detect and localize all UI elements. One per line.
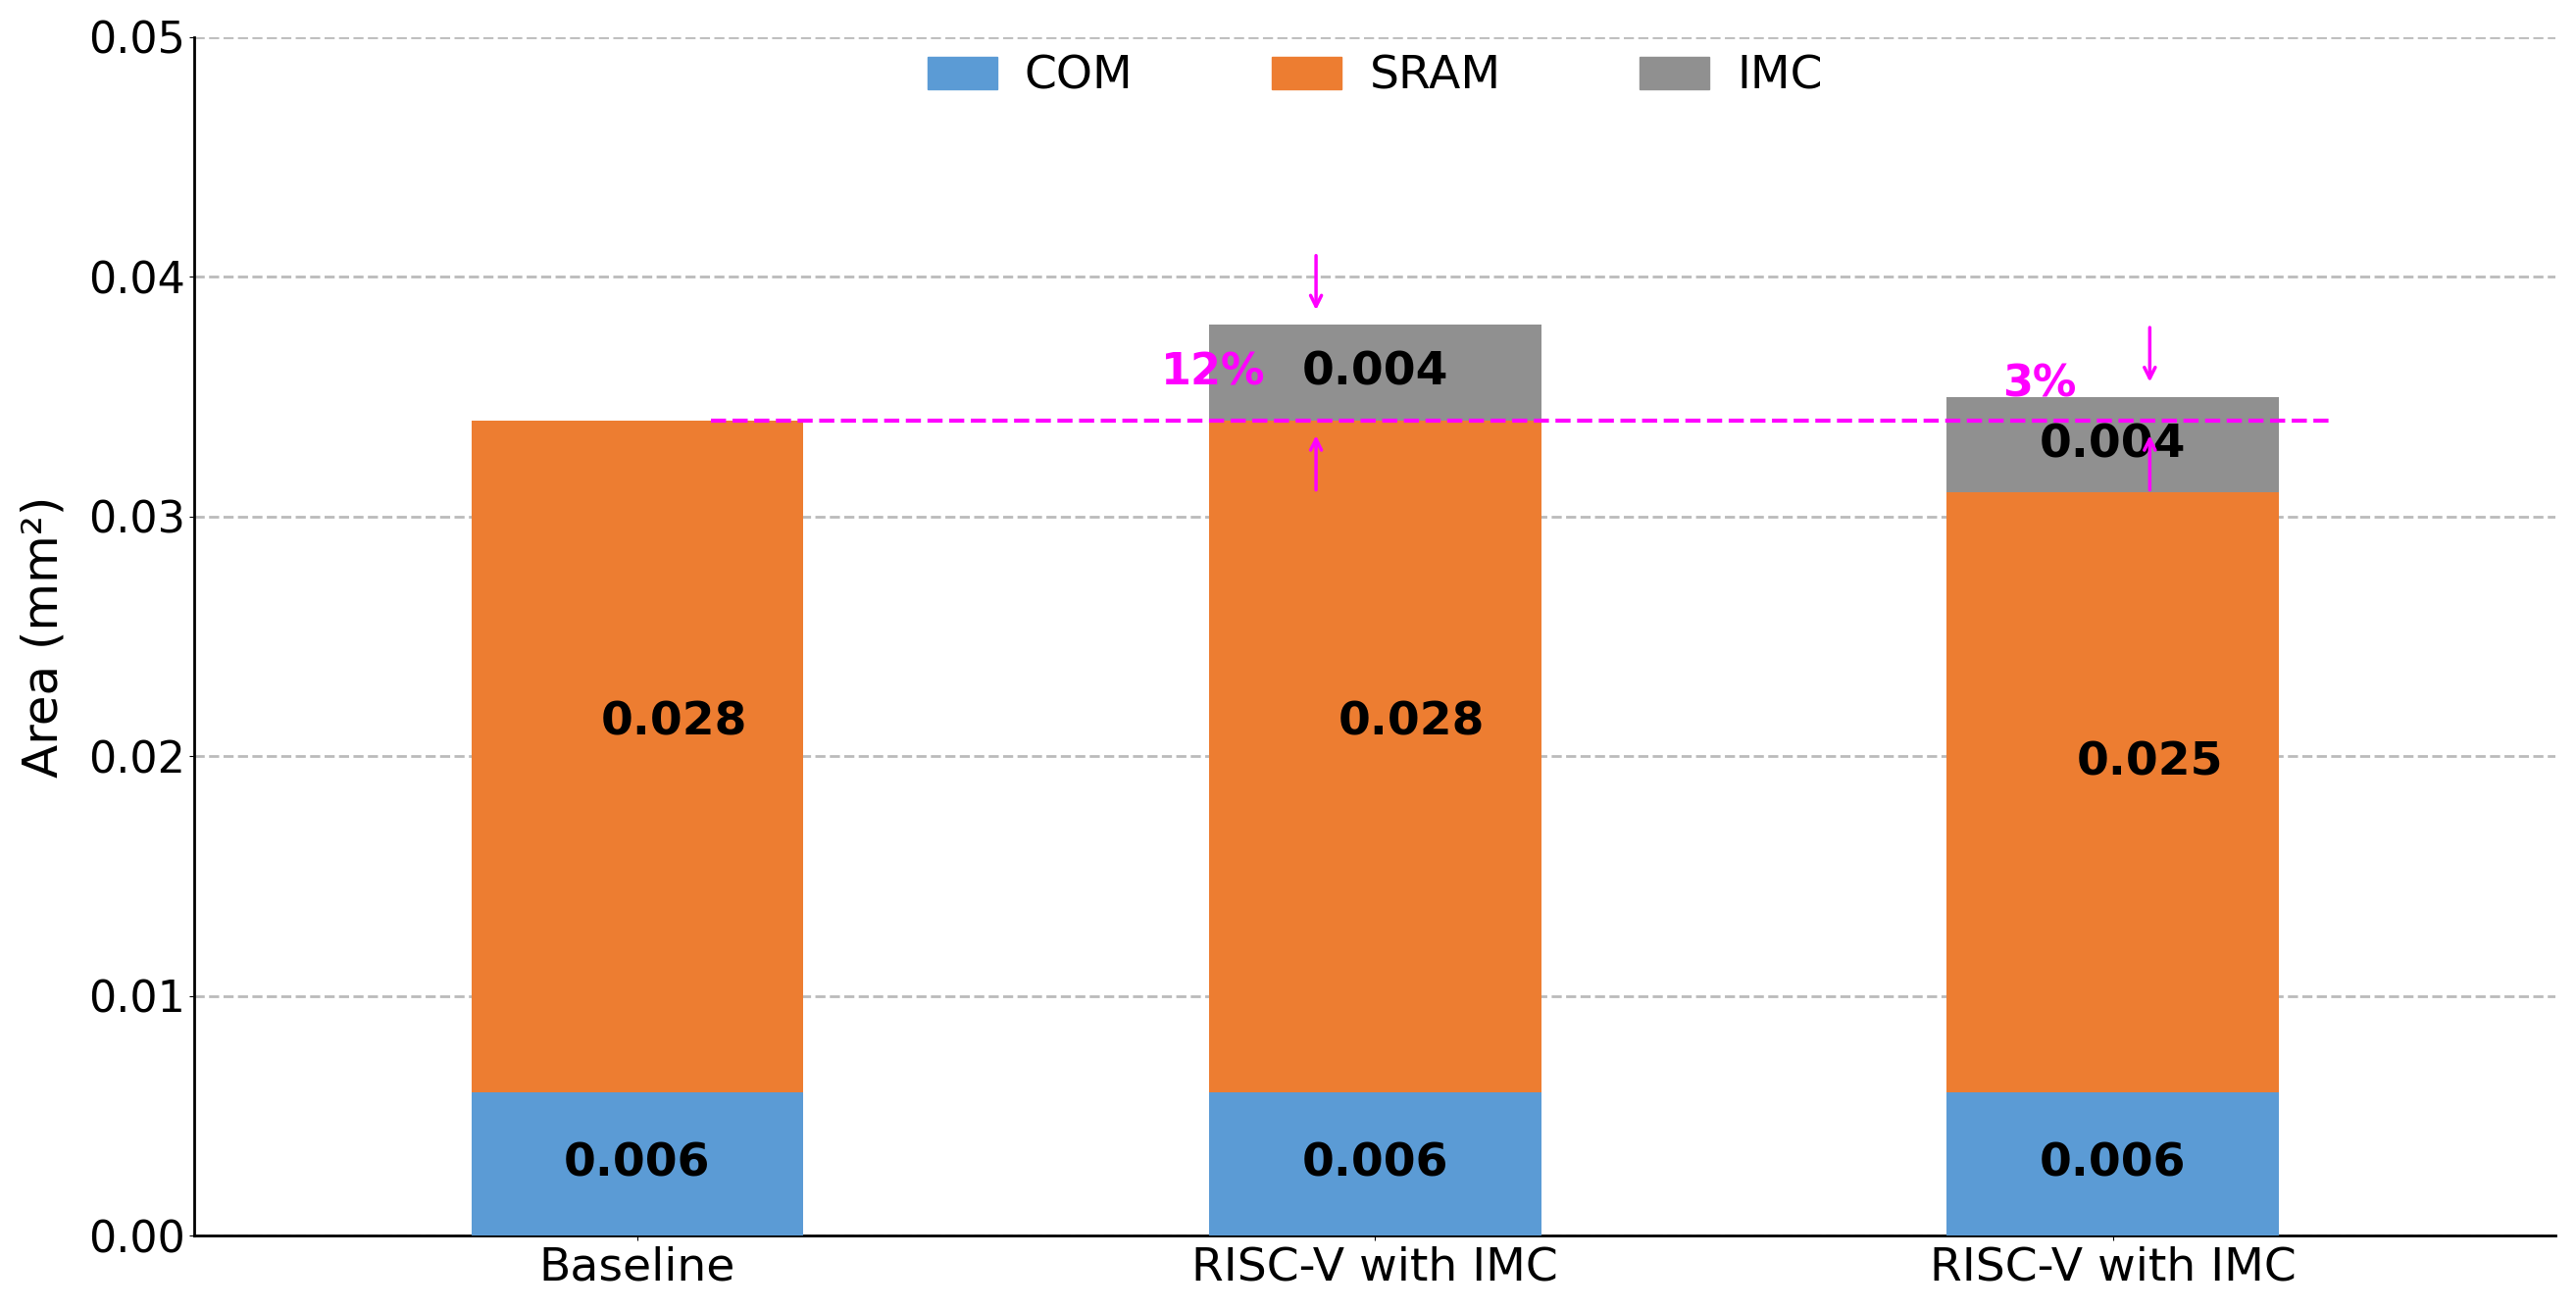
Text: 0.028: 0.028 xyxy=(1340,701,1486,745)
Text: 0.025: 0.025 xyxy=(2076,740,2223,785)
Text: 64Kb X2
SRAM: 64Kb X2 SRAM xyxy=(520,799,685,874)
Bar xyxy=(1947,493,2280,1093)
Bar xyxy=(1208,1093,1540,1235)
Bar xyxy=(1208,421,1540,1093)
Text: 0.006: 0.006 xyxy=(2040,1142,2187,1186)
Text: 0.004: 0.004 xyxy=(2040,423,2187,466)
Text: 0.028: 0.028 xyxy=(600,701,747,745)
Bar xyxy=(1208,325,1540,421)
Text: 64Kb +
44Kb SRAM: 64Kb + 44Kb SRAM xyxy=(2009,827,2239,901)
Text: 12%: 12% xyxy=(1162,351,1265,394)
Text: 0.006: 0.006 xyxy=(564,1142,711,1186)
Legend: COM, SRAM, IMC: COM, SRAM, IMC xyxy=(909,37,1842,118)
Text: 0.004: 0.004 xyxy=(1301,351,1448,394)
Bar xyxy=(471,421,804,1093)
Text: 3%: 3% xyxy=(2002,364,2076,406)
Text: 0.006: 0.006 xyxy=(1301,1142,1448,1186)
Bar xyxy=(1947,397,2280,493)
Bar xyxy=(1947,1093,2280,1235)
Text: 64Kb X2
SRAM: 64Kb X2 SRAM xyxy=(1257,799,1425,874)
Bar xyxy=(471,1093,804,1235)
Y-axis label: Area (mm²): Area (mm²) xyxy=(21,495,67,777)
